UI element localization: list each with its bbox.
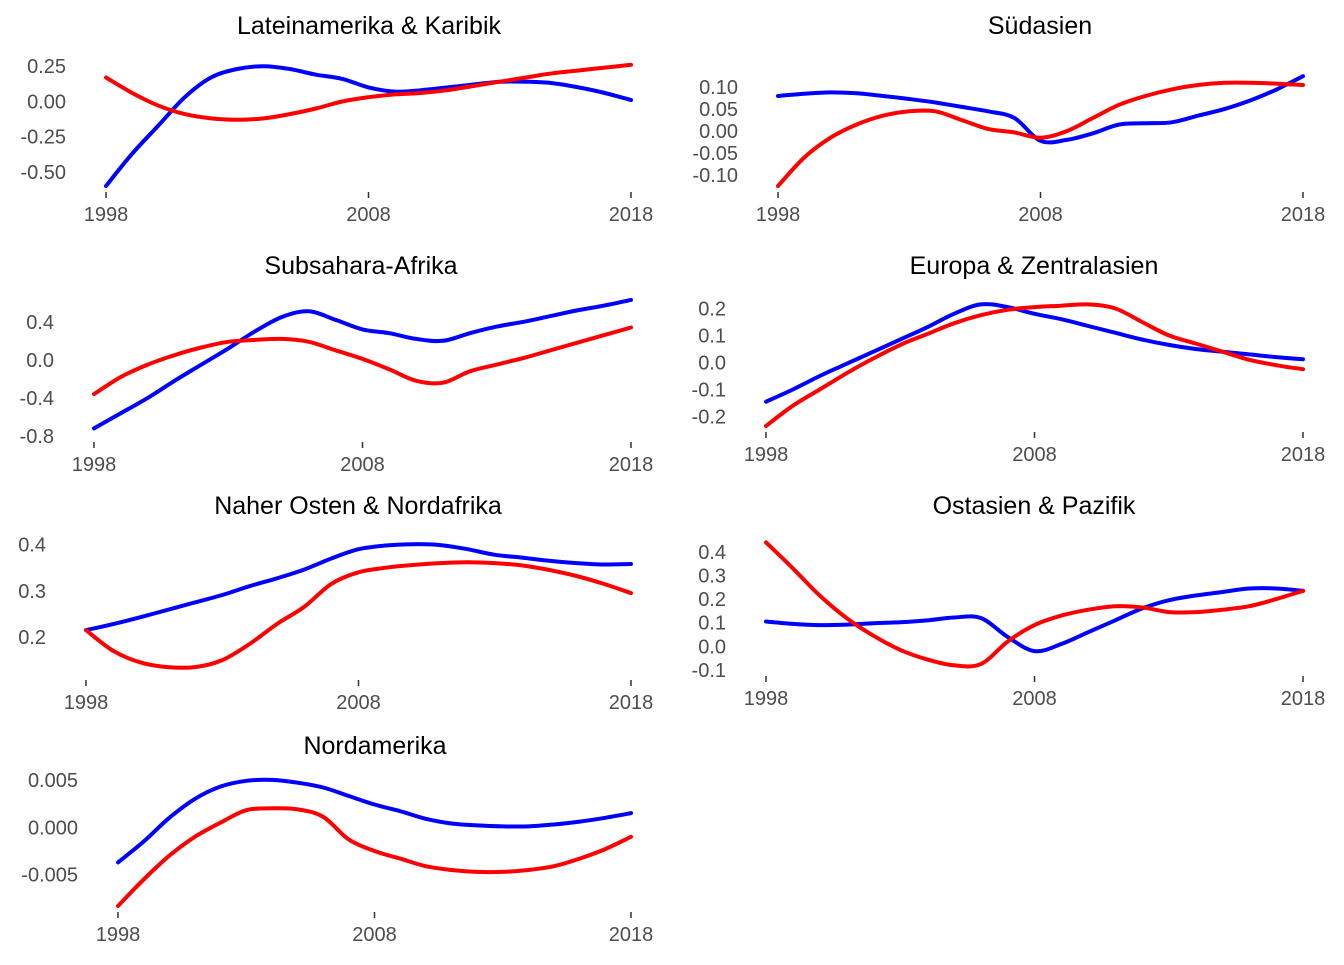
y-tick-label: 0.00 (27, 91, 66, 113)
series-red-line (116, 806, 633, 908)
y-tick-label: 0.3 (18, 581, 46, 603)
y-tick-label: 0.2 (18, 627, 46, 649)
y-tick-label: -0.2 (692, 407, 726, 429)
y-tick-label: -0.10 (692, 165, 738, 187)
y-tick-label: 0.4 (26, 312, 54, 334)
series-blue-line (92, 297, 633, 431)
y-tick-label: -0.1 (692, 380, 726, 402)
x-tick-label: 2018 (609, 924, 654, 946)
y-tick-label: 0.1 (698, 325, 726, 347)
y-tick-label: 0.005 (28, 770, 78, 792)
x-tick-label: 2018 (1281, 688, 1326, 710)
panel-4: Europa & Zentralasien -0.2 -0.1 0.0 0.1 0.2 19… (692, 252, 1326, 466)
y-tick-label: -0.005 (21, 865, 78, 887)
series-red-line (764, 302, 1305, 428)
x-tick-label: 2008 (1018, 204, 1063, 226)
x-tick-label: 2008 (352, 924, 397, 946)
y-tick-label: 0.25 (27, 56, 66, 78)
x-tick-label: 2018 (609, 692, 654, 714)
panel-5: Naher Osten & Nordafrika 0.2 0.3 0.4 1998 200… (18, 492, 653, 714)
y-tick-label: 0.2 (698, 589, 726, 611)
y-tick-label: 0.00 (699, 121, 738, 143)
panel-title: Ostasien & Pazifik (933, 492, 1136, 520)
series-red-line (104, 62, 633, 122)
panel-1: Lateinamerika & Karibik -0.50 -0.25 0.00 0.2… (20, 12, 653, 226)
panel-2: Südasien -0.10-0.050.000.050.10 1998 2008 20… (692, 12, 1325, 226)
x-tick-label: 2008 (346, 204, 391, 226)
x-tick-label: 2018 (609, 204, 654, 226)
x-tick-label: 1998 (96, 924, 141, 946)
series-red-line (776, 80, 1305, 188)
x-tick-label: 2008 (1012, 444, 1057, 466)
x-tick-label: 1998 (84, 204, 129, 226)
series-red-line (84, 560, 633, 670)
y-tick-label: 0.0 (698, 636, 726, 658)
series-red-line (764, 540, 1305, 669)
panel-3: Subsahara-Afrika -0.8 -0.4 0.0 0.4 1998 2008 20… (20, 252, 654, 476)
y-tick-label: -0.1 (692, 660, 726, 682)
x-tick-label: 1998 (756, 204, 801, 226)
x-tick-label: 2008 (340, 454, 385, 476)
series-blue-line (116, 777, 633, 865)
x-tick-label: 2018 (609, 454, 654, 476)
y-tick-label: 0.3 (698, 565, 726, 587)
panel-title: Naher Osten & Nordafrika (214, 492, 502, 520)
series-red-line (92, 325, 633, 397)
panel-title: Lateinamerika & Karibik (237, 12, 502, 40)
x-tick-label: 1998 (744, 444, 789, 466)
panel-title: Subsahara-Afrika (264, 252, 457, 280)
y-tick-label: -0.8 (20, 426, 54, 448)
panel-title: Südasien (988, 12, 1092, 40)
x-tick-label: 2018 (1281, 204, 1326, 226)
series-blue-line (84, 542, 633, 633)
y-tick-label: -0.05 (692, 143, 738, 165)
panel-title: Europa & Zentralasien (910, 252, 1159, 280)
y-tick-label: 0.000 (28, 817, 78, 839)
y-tick-label: 0.05 (699, 99, 738, 121)
y-tick-label: 0.0 (698, 352, 726, 374)
x-tick-label: 2008 (1012, 688, 1057, 710)
series-blue-line (104, 64, 633, 188)
panel-7: Nordamerika -0.005 0.000 0.005 1998 2008 2018 (21, 732, 653, 946)
y-tick-label: -0.50 (20, 162, 66, 184)
x-tick-label: 1998 (64, 692, 109, 714)
panel-title: Nordamerika (303, 732, 446, 760)
series-blue-line (776, 74, 1305, 145)
x-tick-label: 2008 (336, 692, 381, 714)
x-tick-label: 1998 (744, 688, 789, 710)
y-tick-label: 0.4 (18, 535, 46, 557)
y-tick-label: 0.0 (26, 350, 54, 372)
y-tick-label: 0.2 (698, 298, 726, 320)
y-tick-label: 0.4 (698, 542, 726, 564)
y-tick-label: -0.25 (20, 127, 66, 149)
panel-6: Ostasien & Pazifik -0.10.00.10.20.30.4 199… (692, 492, 1326, 710)
y-tick-label: 0.1 (698, 613, 726, 635)
y-tick-label: 0.10 (699, 77, 738, 99)
y-tick-label: -0.4 (20, 388, 54, 410)
x-tick-label: 2018 (1281, 444, 1326, 466)
x-tick-label: 1998 (72, 454, 117, 476)
